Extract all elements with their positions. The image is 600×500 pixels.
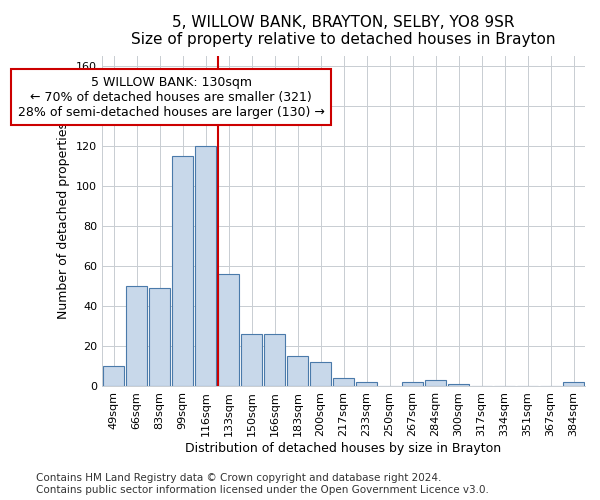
Bar (149, 288, 170, 386)
X-axis label: Distribution of detached houses by size in Brayton: Distribution of detached houses by size … (185, 442, 502, 455)
Bar (310, 362, 331, 386)
Bar (103, 366, 124, 386)
Bar (172, 156, 193, 386)
Bar (356, 382, 377, 386)
Bar (287, 356, 308, 386)
Bar (195, 146, 216, 386)
Bar (448, 384, 469, 386)
Bar (425, 380, 446, 386)
Bar (126, 286, 147, 386)
Bar (563, 382, 584, 386)
Title: 5, WILLOW BANK, BRAYTON, SELBY, YO8 9SR
Size of property relative to detached ho: 5, WILLOW BANK, BRAYTON, SELBY, YO8 9SR … (131, 15, 556, 48)
Bar (218, 274, 239, 386)
Y-axis label: Number of detached properties: Number of detached properties (58, 122, 70, 320)
Bar (241, 334, 262, 386)
Bar (402, 382, 423, 386)
Bar (333, 378, 354, 386)
Text: 5 WILLOW BANK: 130sqm
← 70% of detached houses are smaller (321)
28% of semi-det: 5 WILLOW BANK: 130sqm ← 70% of detached … (17, 76, 325, 118)
Text: Contains HM Land Registry data © Crown copyright and database right 2024.
Contai: Contains HM Land Registry data © Crown c… (36, 474, 489, 495)
Bar (264, 334, 285, 386)
